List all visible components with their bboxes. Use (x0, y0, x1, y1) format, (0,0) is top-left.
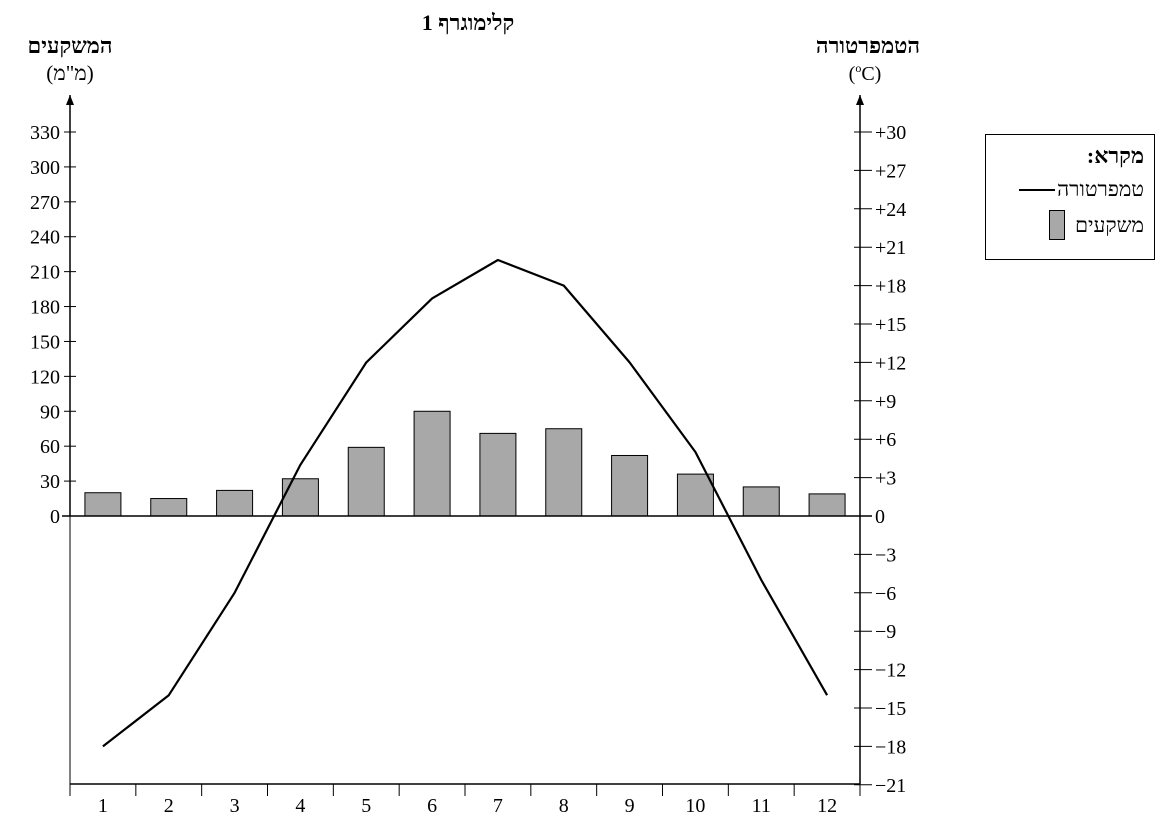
left-tick-label: 60 (40, 436, 60, 458)
right-tick-label: +30 (875, 122, 906, 144)
left-tick-label: 150 (30, 331, 60, 353)
right-tick-label: −21 (875, 775, 906, 797)
legend-title: מקרא: (1086, 143, 1144, 168)
temperature-line (102, 258, 829, 748)
precip-bar (676, 473, 714, 517)
right-tick-label: 0 (875, 506, 885, 528)
left-tick-label: 270 (30, 192, 60, 214)
right-tick-label: +21 (875, 237, 906, 259)
right-tick-label: +18 (875, 276, 906, 298)
left-axis-unit: (מ"מ) (46, 61, 93, 85)
left-tick-label: 120 (30, 366, 60, 388)
precip-bar (150, 498, 188, 517)
precip-bar (742, 486, 780, 517)
precip-bar (216, 489, 254, 517)
left-tick-label: 30 (40, 471, 60, 493)
month-label: 4 (295, 795, 305, 817)
precip-bar (479, 432, 517, 517)
precip-bar (611, 454, 649, 517)
left-tick-label: 180 (30, 297, 60, 319)
left-axis-label: המשקעים (28, 33, 113, 58)
left-tick-label: 240 (30, 227, 60, 249)
right-tick-label: +15 (875, 314, 906, 336)
month-label: 5 (361, 795, 371, 817)
precip-bar (84, 492, 122, 517)
precip-bar (413, 410, 451, 517)
legend: מקרא: טמפרטורה משקעים (985, 134, 1155, 260)
right-tick-label: +3 (875, 468, 896, 490)
right-tick-label: −3 (875, 544, 896, 566)
month-label: 9 (625, 795, 635, 817)
right-tick-label: −15 (875, 698, 906, 720)
right-tick-label: −18 (875, 736, 906, 758)
left-tick-label: 330 (30, 122, 60, 144)
left-tick-label: 90 (40, 401, 60, 423)
right-axis-arrow (856, 95, 864, 105)
left-tick-label: 0 (50, 506, 60, 528)
legend-item-temperature: טמפרטורה (1019, 177, 1144, 202)
legend-line-icon (1019, 188, 1056, 191)
right-tick-label: +24 (875, 199, 906, 221)
left-tick-label: 300 (30, 157, 60, 179)
month-label: 8 (559, 795, 569, 817)
month-label: 10 (685, 795, 705, 817)
chart-title: קלימוגרף 1 (422, 10, 514, 35)
month-label: 12 (817, 795, 837, 817)
legend-temperature-label: טמפרטורה (1057, 177, 1144, 201)
month-label: 7 (493, 795, 503, 817)
legend-bar-icon (1048, 210, 1065, 240)
right-tick-label: −6 (875, 583, 896, 605)
precip-bar (281, 478, 319, 517)
right-tick-label: +9 (875, 391, 896, 413)
right-axis-label: הטמפרטורה (816, 33, 920, 58)
right-tick-label: −12 (875, 660, 906, 682)
right-tick-label: −9 (875, 621, 896, 643)
left-axis-arrow (66, 95, 74, 105)
legend-item-precipitation: משקעים (1048, 210, 1144, 240)
month-label: 3 (230, 795, 240, 817)
precip-bar (808, 493, 846, 517)
precip-bar (545, 428, 583, 517)
right-tick-label: +27 (875, 160, 906, 182)
legend-precipitation-label: משקעים (1074, 212, 1144, 237)
right-tick-label: +6 (875, 429, 896, 451)
right-axis-unit: (oC) (849, 61, 882, 85)
left-tick-label: 210 (30, 262, 60, 284)
month-label: 11 (752, 795, 771, 817)
month-label: 1 (98, 795, 108, 817)
month-label: 6 (427, 795, 437, 817)
precip-bar (347, 446, 385, 517)
right-tick-label: +12 (875, 352, 906, 374)
month-label: 2 (164, 795, 174, 817)
